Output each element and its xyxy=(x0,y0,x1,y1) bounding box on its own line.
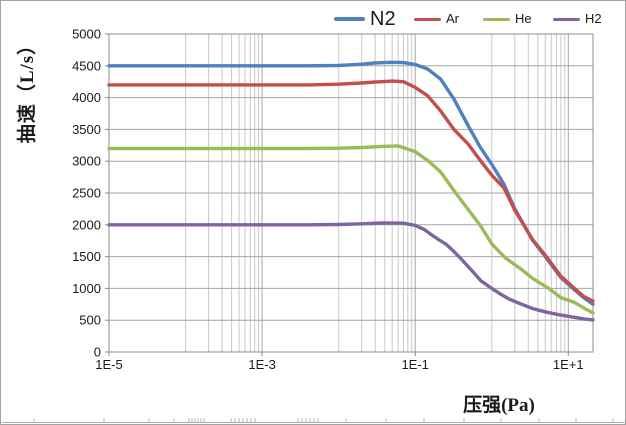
legend-label-n2: N2 xyxy=(370,8,396,30)
svg-text:3500: 3500 xyxy=(72,122,101,137)
legend-item-h2: H2 xyxy=(553,8,602,30)
svg-text:1000: 1000 xyxy=(72,281,101,296)
y-tick-labels: 0 500 1000 1500 2000 2500 3000 3500 4000 4500 5000 xyxy=(72,27,101,360)
series-line-He xyxy=(107,144,595,315)
svg-text:4500: 4500 xyxy=(72,58,101,73)
svg-text:2000: 2000 xyxy=(72,217,101,232)
legend-swatch-he xyxy=(483,17,510,21)
series-line-H2 xyxy=(107,221,595,322)
svg-text:1E+1: 1E+1 xyxy=(553,357,584,372)
legend-swatch-ar xyxy=(414,17,441,21)
svg-text:2500: 2500 xyxy=(72,186,101,201)
legend-label-he: He xyxy=(515,11,532,26)
bottom-clipped-chart-edge xyxy=(2,418,625,423)
legend-swatch-n2 xyxy=(334,17,365,21)
svg-text:1E-5: 1E-5 xyxy=(95,357,122,372)
svg-text:1E-3: 1E-3 xyxy=(248,357,275,372)
svg-text:1500: 1500 xyxy=(72,249,101,264)
legend-item-he: He xyxy=(483,8,532,30)
svg-text:3000: 3000 xyxy=(72,154,101,169)
legend-label-ar: Ar xyxy=(446,11,459,26)
legend-item-n2: N2 xyxy=(334,8,396,30)
svg-text:500: 500 xyxy=(79,313,101,328)
series-line-Ar xyxy=(107,79,595,303)
x-tick-labels: 1E-5 1E-3 1E-1 1E+1 xyxy=(95,357,583,372)
axis-ticks xyxy=(105,33,569,356)
legend-label-h2: H2 xyxy=(585,11,602,26)
y-axis-title: 抽速（L/s） xyxy=(17,34,38,144)
x-axis-title: 压强(Pa) xyxy=(463,395,535,416)
legend-item-ar: Ar xyxy=(414,8,459,30)
svg-text:4000: 4000 xyxy=(72,90,101,105)
legend-swatch-h2 xyxy=(553,17,580,21)
svg-text:5000: 5000 xyxy=(72,27,101,42)
svg-text:0: 0 xyxy=(94,345,101,360)
svg-text:1E-1: 1E-1 xyxy=(401,357,428,372)
